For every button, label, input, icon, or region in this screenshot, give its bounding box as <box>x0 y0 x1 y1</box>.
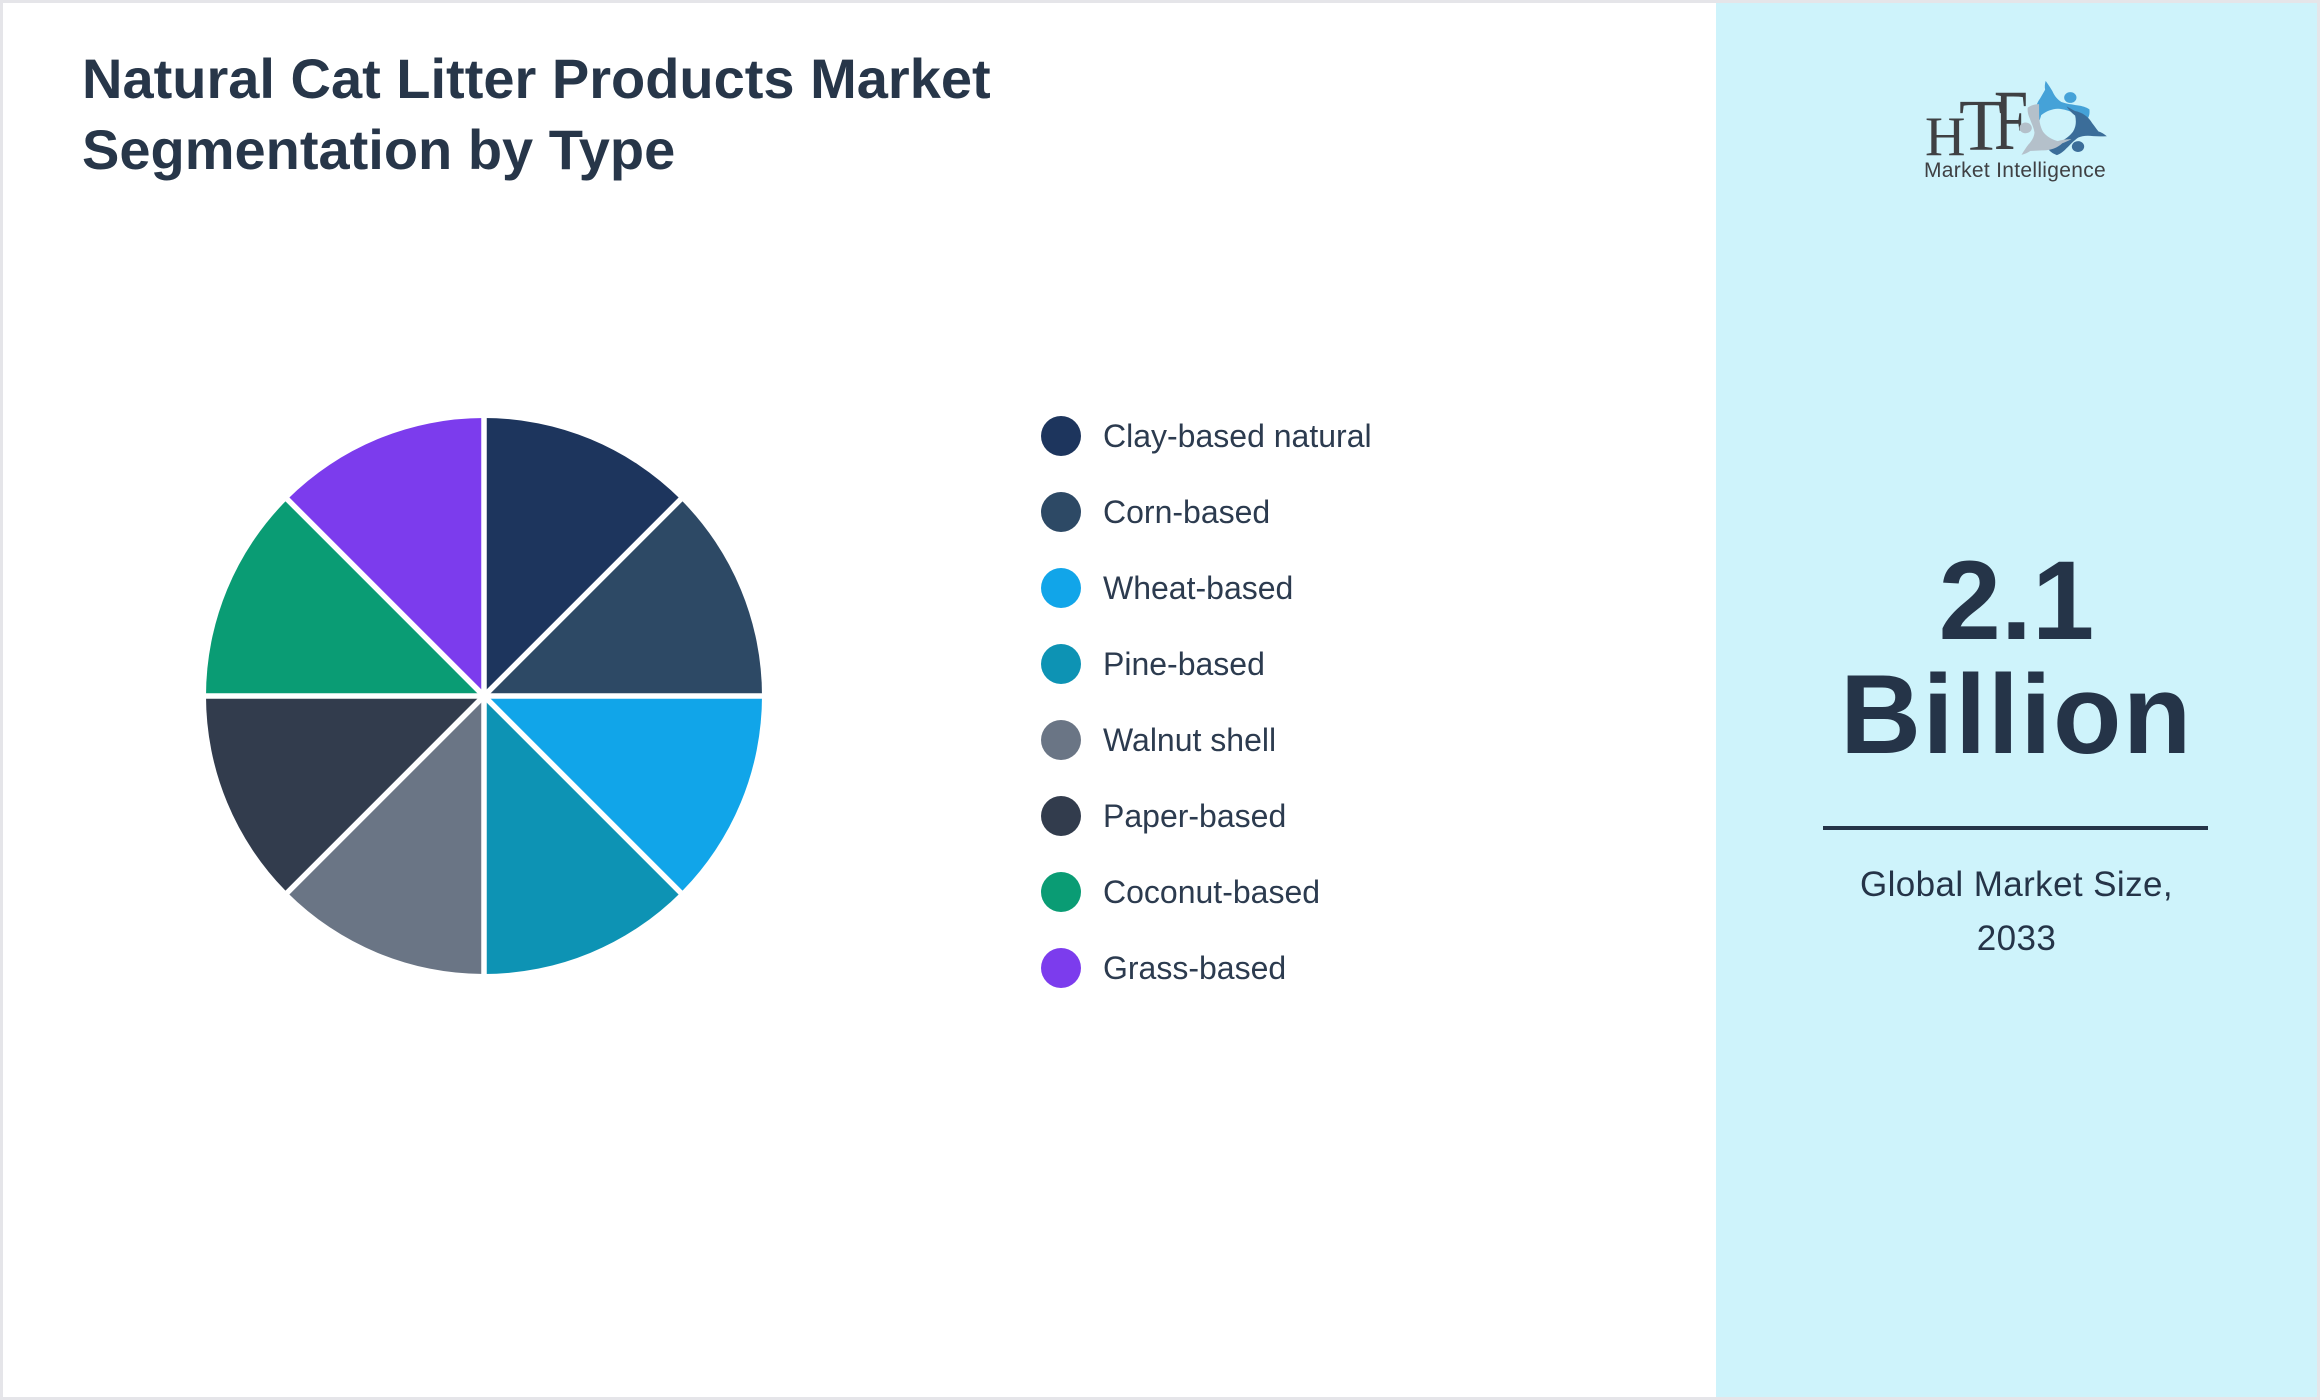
svg-text:H: H <box>1925 106 1965 168</box>
svg-text:Market Intelligence: Market Intelligence <box>1924 159 2106 182</box>
svg-text:T: T <box>1959 85 2004 166</box>
svg-text:F: F <box>1994 72 2028 168</box>
